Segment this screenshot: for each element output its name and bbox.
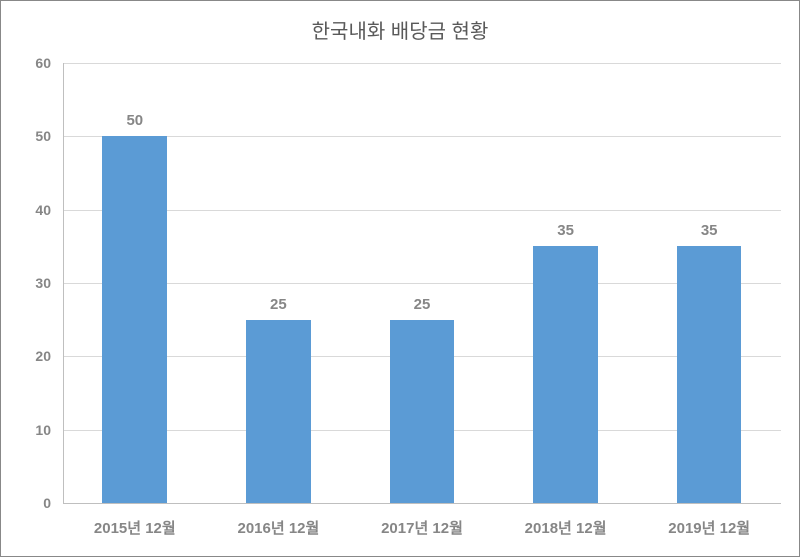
y-tick-label: 50 xyxy=(11,128,51,144)
x-tick-label: 2018년 12월 xyxy=(525,517,607,538)
bar: 35 xyxy=(677,246,742,503)
bar: 25 xyxy=(390,320,455,503)
bar: 50 xyxy=(102,136,167,503)
x-tick-label: 2017년 12월 xyxy=(381,517,463,538)
bar-group: 50 25 25 35 35 xyxy=(63,63,781,503)
chart-title: 한국내화 배당금 현황 xyxy=(1,15,799,44)
x-axis-line xyxy=(63,503,781,504)
y-tick-label: 0 xyxy=(11,495,51,511)
y-tick-label: 20 xyxy=(11,348,51,364)
chart-frame: 한국내화 배당금 현황 0 10 20 30 40 50 60 2015년 12월 2016년… xyxy=(0,0,800,557)
bar-value-label: 35 xyxy=(677,222,742,239)
bar-value-label: 25 xyxy=(390,296,455,313)
y-tick-label: 40 xyxy=(11,202,51,218)
bar: 25 xyxy=(246,320,311,503)
plot-area: 50 25 25 35 35 xyxy=(63,63,781,503)
x-tick-label: 2019년 12월 xyxy=(668,517,750,538)
x-tick-label: 2015년 12월 xyxy=(94,517,176,538)
bar-value-label: 35 xyxy=(533,222,598,239)
bar-value-label: 25 xyxy=(246,296,311,313)
bar-value-label: 50 xyxy=(102,112,167,129)
y-tick-label: 60 xyxy=(11,55,51,71)
y-tick-label: 30 xyxy=(11,275,51,291)
y-axis-line xyxy=(63,63,64,503)
bar: 35 xyxy=(533,246,598,503)
y-tick-label: 10 xyxy=(11,422,51,438)
x-tick-label: 2016년 12월 xyxy=(237,517,319,538)
